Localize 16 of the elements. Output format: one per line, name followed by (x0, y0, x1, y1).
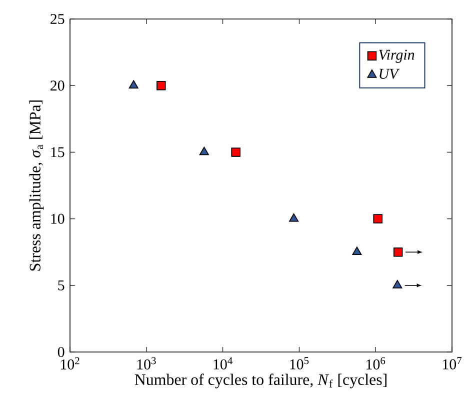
x-tick-label: 10$^{4}$ (214, 357, 232, 370)
x-tick-label: 10$^{5}$ (290, 357, 309, 370)
y-tick-label: 10 (51, 214, 64, 224)
x-tick-label: 10$^{3}$ (137, 357, 156, 370)
legend-label: UV (380, 68, 400, 79)
x-tick-label: 10$^{7}$ (442, 357, 462, 370)
y-tick-label: 5 (58, 280, 64, 290)
x-tick-label: 10$^{2}$ (60, 357, 80, 370)
y-tick-label: 0 (58, 346, 64, 358)
y-tick-label: 25 (50, 14, 64, 24)
legend-label: Virgin (379, 50, 414, 63)
y-axis-title: Stress amplitude, σ$_{a}$ [MPa] (29, 100, 44, 271)
x-tick-label: 10$^{6}$ (366, 357, 386, 370)
y-tick-label: 15 (51, 147, 64, 158)
y-tick-label: 20 (50, 80, 64, 91)
x-axis-title: Number of cycles to failure, N$_{f}$ [cycles] (134, 374, 386, 388)
